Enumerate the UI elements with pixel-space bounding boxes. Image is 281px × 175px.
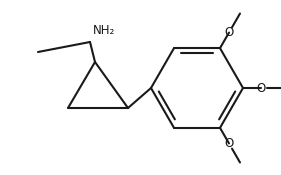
Text: O: O (224, 137, 234, 150)
Text: O: O (224, 26, 234, 39)
Text: NH₂: NH₂ (93, 24, 115, 37)
Text: O: O (256, 82, 266, 95)
